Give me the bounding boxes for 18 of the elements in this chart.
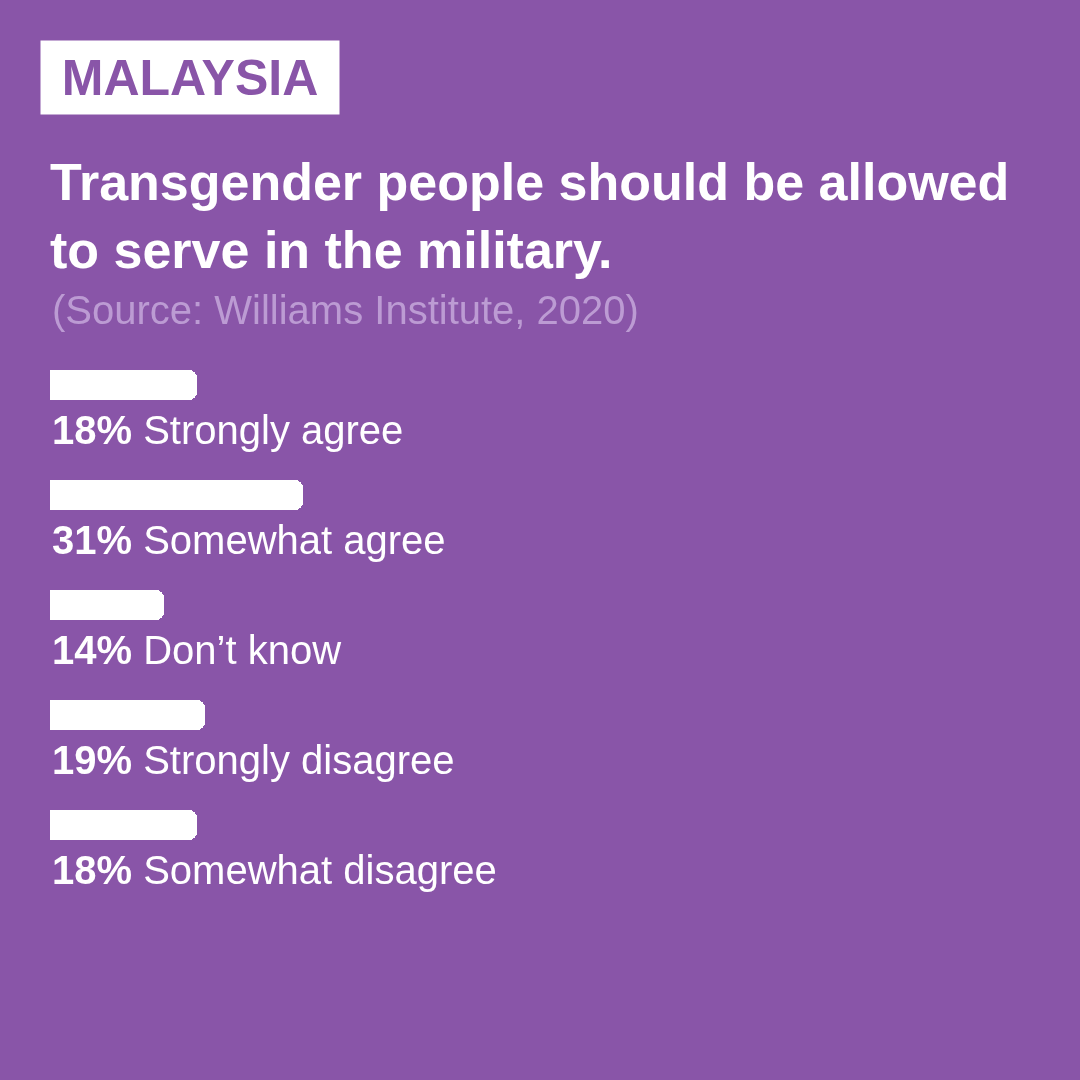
bar: [50, 370, 197, 400]
y-tick-label: Don’t know: [143, 628, 342, 672]
bar: [50, 810, 197, 840]
bar: [50, 590, 164, 620]
y-tick-label: Strongly disagree: [143, 738, 455, 782]
bar: [50, 480, 303, 510]
y-tick-label: Somewhat disagree: [143, 848, 497, 892]
data-label: 14%: [52, 628, 133, 672]
bar: [50, 700, 205, 730]
data-label: 19%: [52, 738, 133, 782]
data-label: 18%: [52, 848, 133, 892]
data-label: 31%: [52, 518, 133, 562]
chart-subtitle: MALAYSIA: [61, 49, 319, 106]
y-tick-label: Somewhat agree: [143, 518, 446, 562]
data-label: 18%: [52, 408, 133, 452]
text: Transgender people should be allowed to serve in the military.: [50, 153, 1010, 279]
text: (Source: Williams Institute, 2020): [52, 288, 639, 332]
y-tick-label: Strongly agree: [143, 408, 404, 452]
